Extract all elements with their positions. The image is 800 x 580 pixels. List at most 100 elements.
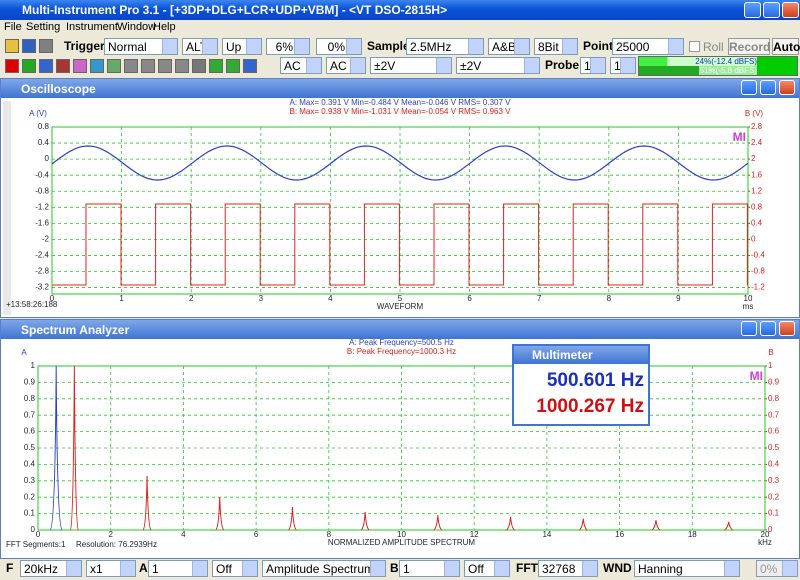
spectrum-peak (49, 365, 63, 531)
plot-frame (37, 365, 766, 531)
spectrum-peak (288, 507, 297, 531)
tool-icon[interactable] (22, 39, 36, 53)
select[interactable]: 1 (610, 57, 636, 74)
y-tick-label: -1.6 (35, 218, 49, 227)
tool-icon[interactable] (90, 59, 104, 73)
y2-tick-label: 2 (751, 154, 756, 163)
tool-icon[interactable] (22, 59, 36, 73)
minimize[interactable] (744, 2, 761, 18)
close[interactable] (779, 80, 795, 95)
label: Trigger (64, 39, 105, 53)
y2-tick-label: 1.2 (751, 186, 763, 195)
tool-icon[interactable] (175, 59, 189, 73)
spectrum-peak (651, 520, 661, 531)
select[interactable]: ±2V (456, 57, 540, 74)
tool-icon[interactable] (226, 59, 240, 73)
spectrum-peak (142, 475, 152, 531)
select[interactable]: Amplitude Spectrum (262, 560, 386, 577)
select[interactable]: 1 (580, 57, 606, 74)
tool-icon[interactable] (107, 59, 121, 73)
checkbox[interactable] (689, 41, 700, 52)
x-tick-label: 10 (397, 530, 406, 539)
y2-tick-label: 1.6 (751, 170, 763, 179)
select[interactable]: 2.5MHz (406, 38, 484, 55)
maximize[interactable] (763, 2, 780, 18)
label: A (139, 561, 148, 575)
x-tick-label: 8 (327, 530, 332, 539)
select[interactable]: Normal (104, 38, 178, 55)
logo: MI (733, 130, 746, 144)
bottom-bar: F 20kHz x1 A 1 Off Amplitude Spectrum B … (0, 559, 800, 580)
stats-line: A: Max= 0.391 V Min=-0.484 V Mean=-0.046… (289, 98, 511, 107)
tool-icon[interactable] (124, 59, 138, 73)
tool-icon[interactable] (5, 59, 19, 73)
y-tick-label: 1 (31, 361, 36, 370)
x-tick-label: 1 (119, 294, 124, 303)
select[interactable]: 8Bit (534, 38, 578, 55)
maximize[interactable] (760, 80, 776, 95)
tool-icon[interactable] (39, 39, 53, 53)
y2-tick-label: -1.2 (751, 283, 765, 292)
select[interactable]: ±2V (370, 57, 452, 74)
tool-icon[interactable] (192, 59, 206, 73)
select[interactable]: 1 (148, 560, 208, 577)
tool-icon[interactable] (158, 59, 172, 73)
minimize[interactable] (741, 80, 757, 95)
select[interactable]: ALT (182, 38, 218, 55)
stats-line: B: Max= 0.938 V Min=-1.031 V Mean=-0.054… (289, 107, 511, 116)
tool-icon[interactable] (209, 59, 223, 73)
menu-item[interactable]: Window (117, 21, 157, 33)
select[interactable]: Off (212, 560, 258, 577)
menu-item[interactable]: Instrument (66, 21, 118, 33)
y2-tick-label: 0.4 (751, 218, 763, 227)
reading-a: 500.601 Hz (546, 370, 644, 391)
button[interactable]: Record (728, 38, 771, 55)
select[interactable]: A&B (488, 38, 530, 55)
tool-icon[interactable] (243, 59, 257, 73)
tool-icon[interactable] (73, 59, 87, 73)
tool-icon[interactable] (39, 59, 53, 73)
tool-icon[interactable] (5, 39, 19, 53)
select[interactable]: 25000 (612, 38, 684, 55)
select[interactable]: AC (280, 57, 322, 74)
close[interactable] (779, 321, 795, 336)
select[interactable]: 32768 (538, 560, 598, 577)
menu-item[interactable]: Help (153, 21, 176, 33)
x-tick-label: 5 (398, 294, 403, 303)
label: Probe (545, 58, 580, 72)
y2-tick-label: 0.2 (768, 492, 780, 501)
maximize[interactable] (760, 321, 776, 336)
select[interactable]: Hanning (634, 560, 740, 577)
menu-item[interactable]: File (4, 21, 22, 33)
y2-tick-label: 0.7 (768, 410, 780, 419)
y-tick-label: 0.3 (24, 476, 36, 485)
select[interactable]: Up (222, 38, 262, 55)
x-tick-label: 14 (542, 530, 551, 539)
spin[interactable]: 0% (316, 38, 362, 55)
x-unit: ms (743, 302, 754, 311)
menu-item[interactable]: Setting (26, 21, 61, 33)
x-tick-label: 6 (467, 294, 472, 303)
select[interactable]: 0% (756, 560, 798, 577)
tool-icon[interactable] (141, 59, 155, 73)
button[interactable]: Auto (772, 38, 800, 55)
x-unit: kHz (758, 538, 772, 547)
menu-bar: File Setting Instrument Window Help (0, 21, 800, 36)
spectrum-peak (578, 518, 588, 531)
select[interactable]: x1 (86, 560, 136, 577)
label: F (6, 561, 14, 575)
x-tick-label: 9 (676, 294, 681, 303)
spin[interactable]: 6% (266, 38, 310, 55)
tool-icon[interactable] (56, 59, 70, 73)
select[interactable]: 1 (399, 560, 460, 577)
select[interactable]: AC (326, 57, 366, 74)
select[interactable]: Off (464, 560, 510, 577)
y2-tick-label: 2.8 (751, 122, 763, 131)
minimize[interactable] (741, 321, 757, 336)
close[interactable] (782, 2, 799, 18)
reading-b: 1000.267 Hz (536, 396, 644, 417)
x-tick-label: 4 (328, 294, 333, 303)
y-tick-label: -3.2 (35, 283, 49, 292)
y2-tick-label: -0.4 (751, 251, 765, 260)
select[interactable]: 20kHz (20, 560, 82, 577)
